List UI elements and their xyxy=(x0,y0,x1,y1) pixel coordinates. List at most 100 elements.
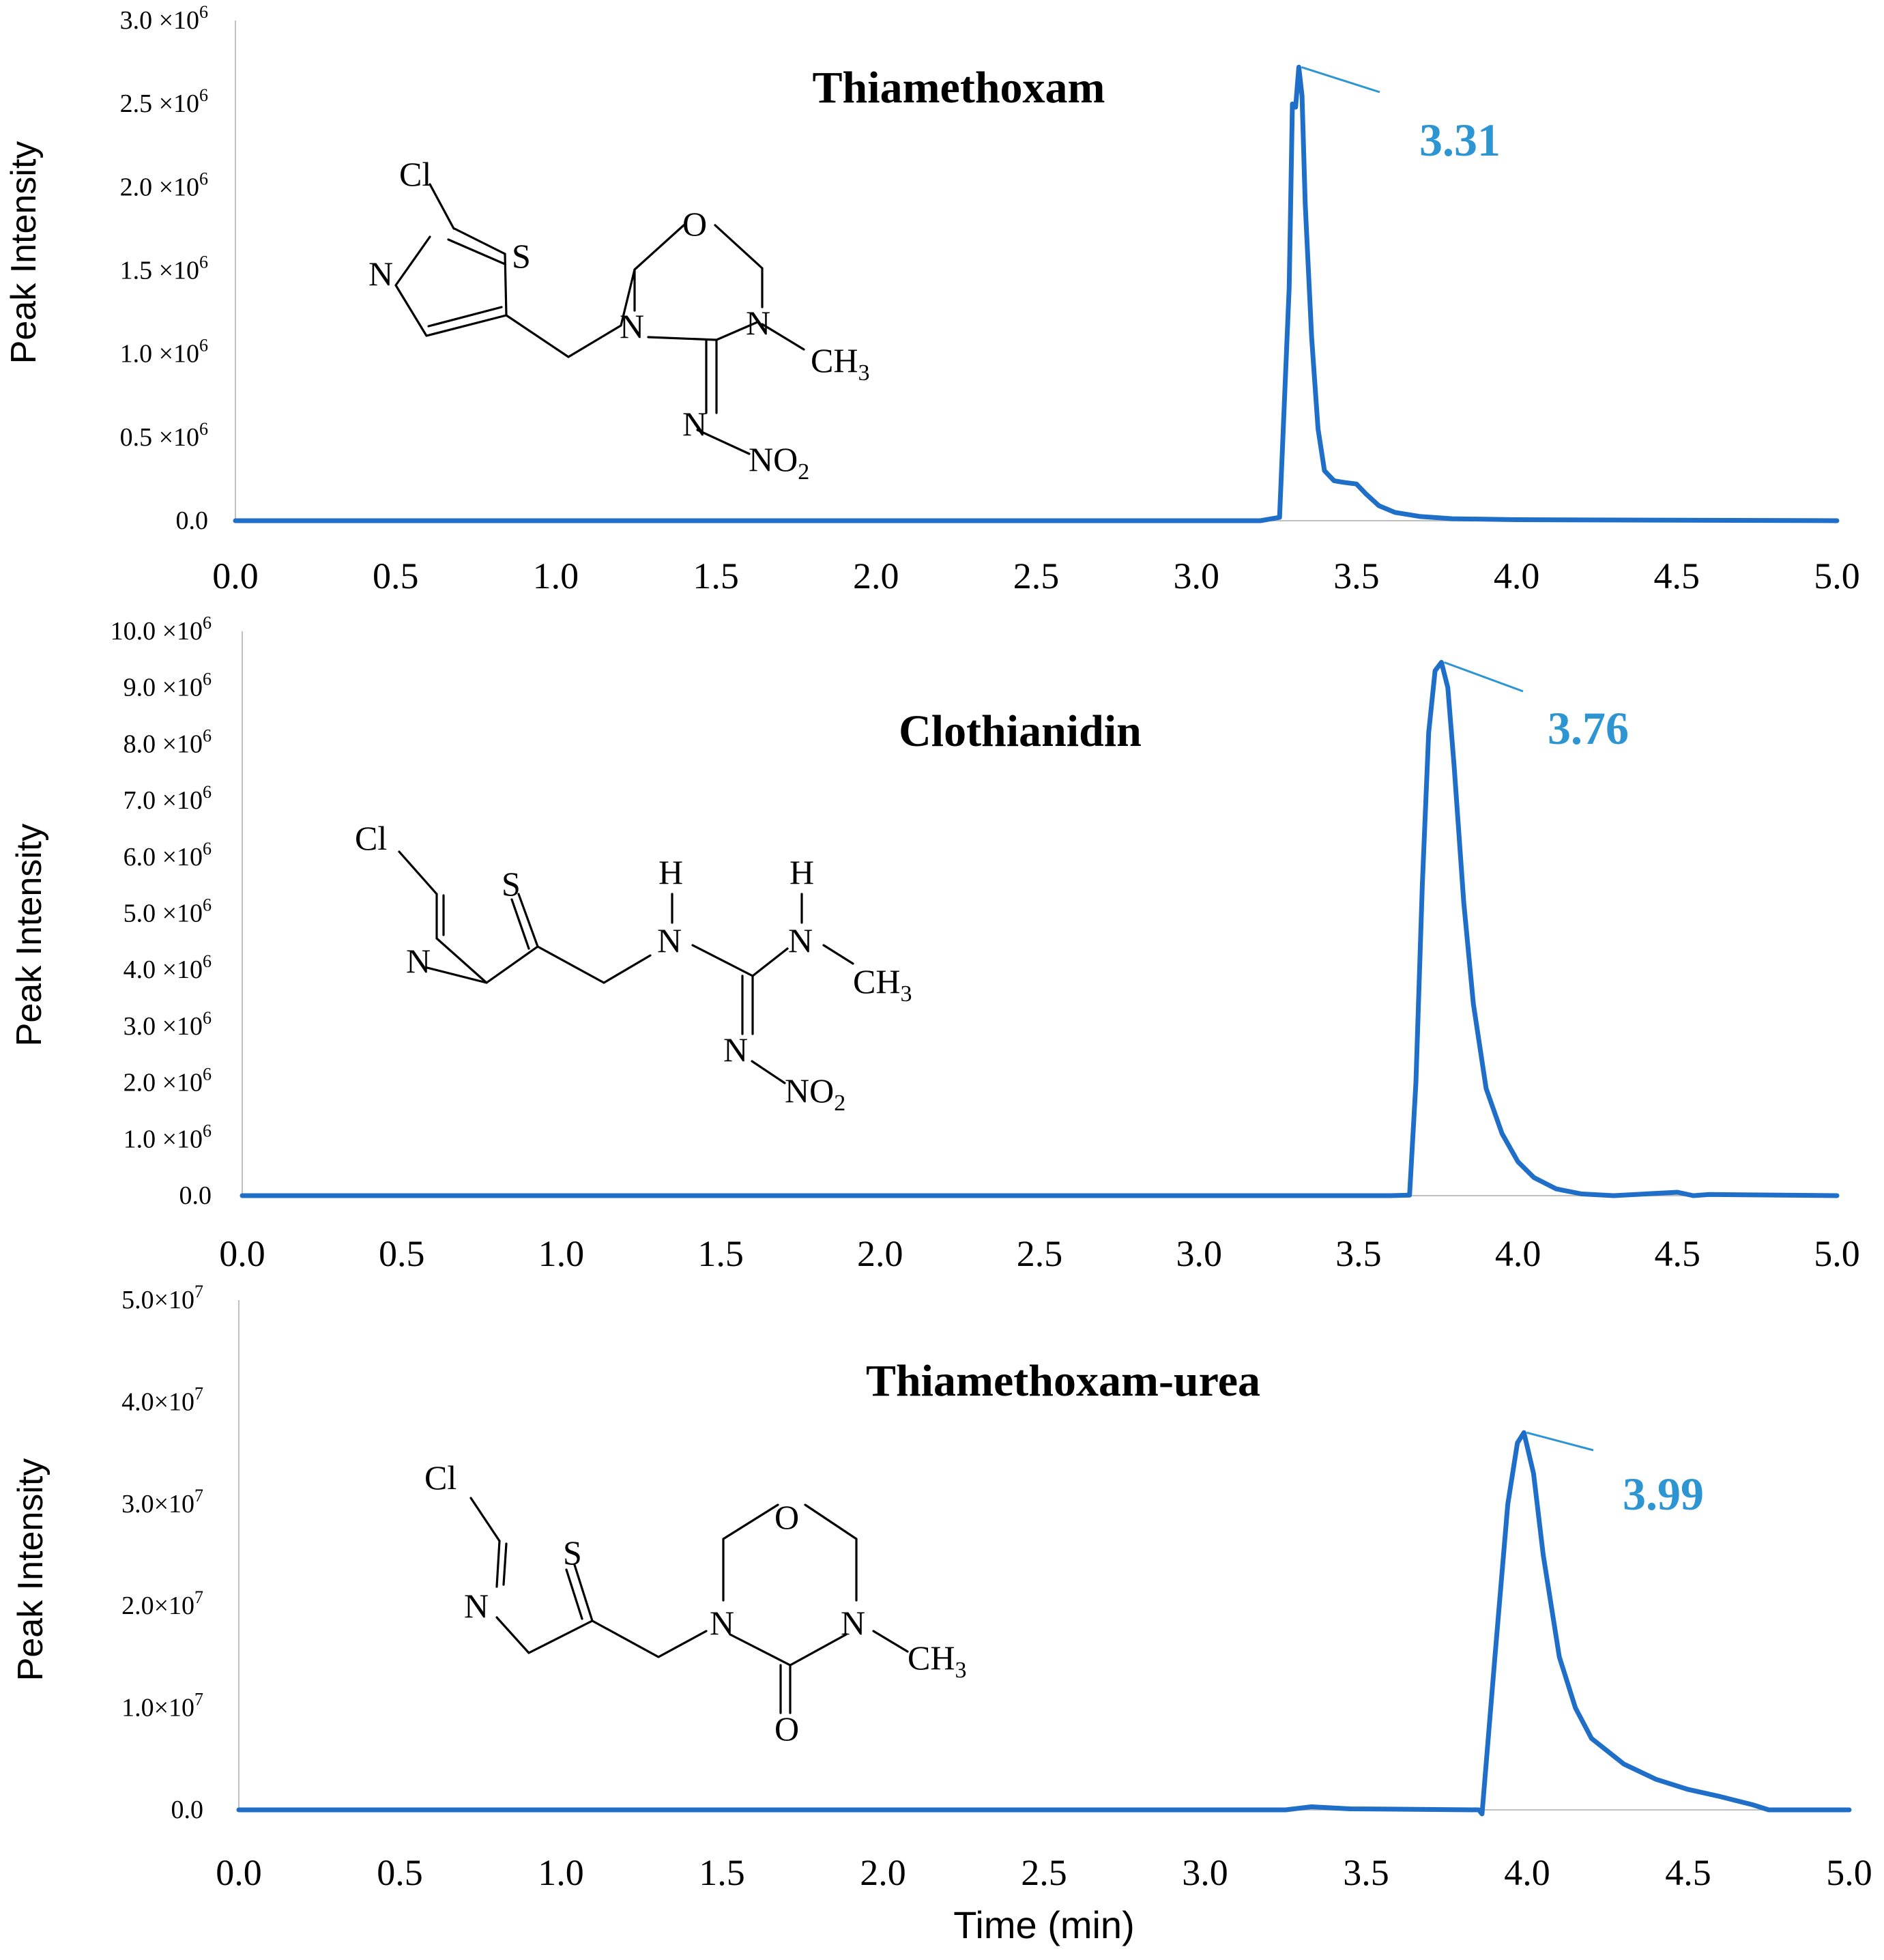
atom-n-ring: N xyxy=(368,255,393,293)
series-line xyxy=(233,64,1840,523)
atom-cl: Cl xyxy=(355,819,387,857)
x-tick-label: 0.0 xyxy=(212,556,259,596)
x-tick-label: 4.0 xyxy=(1504,1852,1550,1893)
x-tick-label: 4.0 xyxy=(1494,556,1540,596)
y-tick-label: 5.0 ×106 xyxy=(124,895,212,928)
molecule-bonds xyxy=(469,1497,909,1714)
peak-leader-line xyxy=(1443,661,1524,693)
y-tick-label: 3.0 ×106 xyxy=(120,2,208,35)
x-tick-labels: 0.0 0.5 1.0 1.5 2.0 2.5 3.0 3.5 4.0 4.5 5.0 xyxy=(216,1852,1872,1893)
x-tick-labels: 0.0 0.5 1.0 1.5 2.0 2.5 3.0 3.5 4.0 4.5 5.0 xyxy=(219,1233,1860,1274)
panel-thiamethoxam-urea: 0.0 1.0×107 2.0×107 3.0×107 4.0×107 5.0×107 0… xyxy=(11,1282,1872,1946)
y-axis-label: Peak Intensity xyxy=(10,824,49,1047)
chart-title: Thiamethoxam-urea xyxy=(866,1356,1260,1406)
y-tick-label: 4.0 ×106 xyxy=(124,951,212,984)
x-tick-label: 1.5 xyxy=(697,1233,744,1274)
atom-o-ring: O xyxy=(774,1498,799,1536)
x-tick-label: 4.5 xyxy=(1665,1852,1711,1893)
atom-n-imine: N xyxy=(723,1031,748,1069)
x-tick-label: 4.5 xyxy=(1655,1233,1701,1274)
y-tick-label: 1.5 ×106 xyxy=(120,253,208,285)
atom-no2: NO2 xyxy=(749,440,809,485)
x-tick-label: 3.0 xyxy=(1182,1852,1228,1893)
x-tick-label: 5.0 xyxy=(1826,1852,1872,1893)
molecule-bonds xyxy=(394,183,805,455)
x-tick-label: 4.0 xyxy=(1495,1233,1541,1274)
x-tick-label: 4.5 xyxy=(1654,556,1700,596)
x-tick-label: 0.5 xyxy=(373,556,419,596)
y-tick-label: 2.0 ×106 xyxy=(124,1065,212,1097)
atom-n-b: N xyxy=(746,304,770,342)
peak-label: 3.99 xyxy=(1623,1468,1704,1520)
x-tick-label: 1.0 xyxy=(533,556,579,596)
x-tick-label: 3.0 xyxy=(1176,1233,1222,1274)
y-tick-label: 6.0 ×106 xyxy=(124,839,212,871)
x-tick-label: 3.5 xyxy=(1333,556,1380,596)
x-tick-label: 1.0 xyxy=(538,1852,584,1893)
y-tick-label: 1.0×107 xyxy=(121,1690,203,1723)
y-tick-label: 8.0 ×106 xyxy=(124,725,212,758)
atom-ch3: CH3 xyxy=(811,341,869,386)
atom-n-b: N xyxy=(841,1604,865,1642)
y-tick-label: 2.0 ×106 xyxy=(120,169,208,201)
x-tick-labels: 0.0 0.5 1.0 1.5 2.0 2.5 3.0 3.5 4.0 4.5 5.0 xyxy=(212,556,1860,596)
y-tick-labels: 0.0 0.5 ×106 1.0 ×106 1.5 ×106 2.0 ×106 2.5 ×… xyxy=(120,2,208,535)
atom-s: S xyxy=(563,1533,582,1572)
y-tick-label: 10.0 ×106 xyxy=(111,613,212,646)
y-tick-label: 4.0×107 xyxy=(121,1383,203,1416)
y-tick-label: 9.0 ×106 xyxy=(124,669,212,702)
y-tick-labels: 0.0 1.0×107 2.0×107 3.0×107 4.0×107 5.0×107 xyxy=(121,1282,203,1824)
panel-thiamethoxam: 0.0 0.5 ×106 1.0 ×106 1.5 ×106 2.0 ×106 2.5 ×… xyxy=(4,2,1860,596)
y-tick-label: 5.0×107 xyxy=(121,1282,203,1314)
atom-ch3: CH3 xyxy=(853,962,912,1007)
x-tick-label: 2.0 xyxy=(860,1852,906,1893)
x-tick-label: 1.5 xyxy=(693,556,739,596)
atom-o-carbonyl: O xyxy=(774,1710,799,1748)
atom-n-ring: N xyxy=(406,942,431,980)
x-tick-label: 2.0 xyxy=(857,1233,903,1274)
x-tick-label: 0.0 xyxy=(219,1233,265,1274)
atom-n-ring: N xyxy=(464,1587,489,1625)
y-axis-label: Peak Intensity xyxy=(11,1458,50,1682)
chart-title: Thiamethoxam xyxy=(813,63,1105,113)
peak-label: 3.76 xyxy=(1548,702,1629,754)
atom-s: S xyxy=(502,865,521,903)
atom-n-a: N xyxy=(620,307,644,345)
atom-n-a: N xyxy=(710,1604,734,1642)
x-tick-label: 1.0 xyxy=(538,1233,585,1274)
panel-clothianidin: 0.0 1.0 ×106 2.0 ×106 3.0 ×106 4.0 ×106 5.0 ×… xyxy=(10,613,1860,1274)
y-tick-label: 1.0 ×106 xyxy=(124,1121,212,1153)
y-tick-label: 2.5 ×106 xyxy=(120,85,208,118)
y-tick-labels: 0.0 1.0 ×106 2.0 ×106 3.0 ×106 4.0 ×106 5.0 ×… xyxy=(111,613,212,1210)
atom-ch3: CH3 xyxy=(908,1639,966,1683)
atom-cl: Cl xyxy=(399,155,431,193)
x-tick-label: 2.5 xyxy=(1017,1233,1063,1274)
x-tick-label: 5.0 xyxy=(1814,556,1860,596)
y-tick-label: 0.5 ×106 xyxy=(120,419,208,452)
atom-o-ring: O xyxy=(682,205,707,243)
y-axis-label: Peak Intensity xyxy=(4,141,44,364)
y-tick-label: 3.0×107 xyxy=(121,1486,203,1518)
y-tick-label: 0.0 xyxy=(176,506,209,535)
x-tick-label: 0.5 xyxy=(379,1233,425,1274)
y-tick-label: 3.0 ×106 xyxy=(124,1008,212,1041)
x-tick-label: 3.5 xyxy=(1335,1233,1382,1274)
atom-n-a: N xyxy=(657,921,682,960)
series-line xyxy=(240,660,1840,1198)
x-tick-label: 3.0 xyxy=(1173,556,1219,596)
x-tick-label: 2.5 xyxy=(1021,1852,1067,1893)
x-tick-label: 2.0 xyxy=(853,556,899,596)
y-tick-label: 0.0 xyxy=(179,1181,212,1210)
x-tick-label: 0.0 xyxy=(216,1852,262,1893)
thiamethoxam-urea-structure: Cl S N O N N CH3 O xyxy=(424,1458,966,1748)
chart-title: Clothianidin xyxy=(899,706,1142,756)
series-line xyxy=(236,1430,1852,1817)
atom-n-b: N xyxy=(788,921,813,960)
atom-no2: NO2 xyxy=(785,1071,845,1116)
atom-cl: Cl xyxy=(424,1458,456,1497)
thiamethoxam-structure: Cl S N O N N CH3 N NO2 xyxy=(368,155,869,485)
y-tick-label: 1.0 ×106 xyxy=(120,336,208,369)
clothianidin-structure: Cl S N H H N N CH3 N NO2 xyxy=(355,819,912,1116)
x-tick-label: 3.5 xyxy=(1343,1852,1389,1893)
peak-leader-line xyxy=(1301,66,1380,93)
